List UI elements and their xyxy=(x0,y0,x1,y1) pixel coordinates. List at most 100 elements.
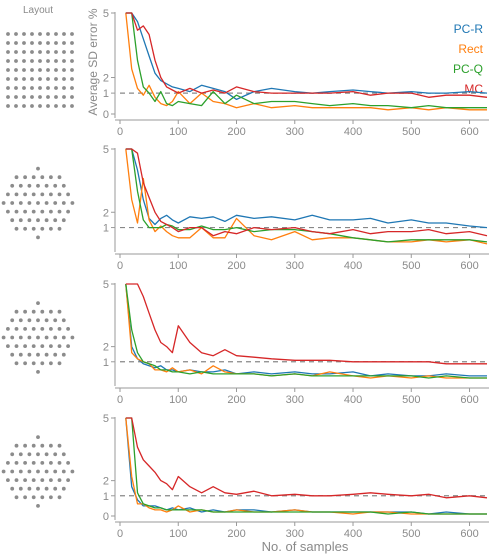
layout-point xyxy=(27,183,32,188)
layout-point xyxy=(49,478,53,482)
layout-diagram-circular-hex xyxy=(1,301,75,374)
series-line-rect xyxy=(125,417,487,515)
layout-point xyxy=(53,452,58,457)
layout-point xyxy=(57,309,62,314)
x-tick-label: 0 xyxy=(117,528,123,540)
layout-point xyxy=(49,192,53,197)
layout-point xyxy=(38,50,42,54)
layout-point xyxy=(61,335,66,340)
layout-point xyxy=(22,68,26,72)
layout-point xyxy=(14,361,19,366)
y-axis-label: Average SD error % xyxy=(86,8,100,115)
x-tick-label: 200 xyxy=(227,126,245,138)
layout-point xyxy=(6,104,10,108)
panel-4: 0 1 2 5 0 100 200 300 400 500 600 xyxy=(103,413,489,540)
y-tick-label: 5 xyxy=(103,279,109,291)
layout-point xyxy=(54,59,58,63)
layout-point xyxy=(22,50,26,54)
layout-point xyxy=(30,86,34,90)
series-line-mc xyxy=(125,148,488,237)
x-tick-label: 200 xyxy=(227,394,245,406)
layout-point xyxy=(62,50,66,54)
y-tick-label: 2 xyxy=(103,73,109,85)
layout-point xyxy=(10,183,15,188)
layout-point xyxy=(22,95,26,99)
x-tick-label: 300 xyxy=(286,528,304,540)
layout-point xyxy=(14,86,18,90)
y-tick-label: 1 xyxy=(103,357,109,369)
layout-point xyxy=(30,59,34,63)
layout-point xyxy=(38,104,42,108)
x-tick-label: 100 xyxy=(169,528,187,540)
layout-point xyxy=(61,452,66,457)
layout-point xyxy=(57,461,62,465)
layout-point xyxy=(10,318,15,323)
layout-point xyxy=(36,504,40,508)
series-line-mc xyxy=(125,12,488,98)
layout-point xyxy=(46,77,50,81)
series-line-pc-q xyxy=(125,148,488,243)
layout-point xyxy=(10,218,15,223)
series-line-rect xyxy=(125,283,487,379)
layout-point xyxy=(40,344,45,348)
y-tick-label: 1 xyxy=(103,223,109,235)
layout-point xyxy=(14,32,18,36)
layout-point xyxy=(31,361,36,366)
layout-point xyxy=(10,352,15,357)
layout-point xyxy=(46,95,50,99)
layout-point xyxy=(36,166,40,171)
layout-point xyxy=(10,486,15,491)
layout-point xyxy=(18,452,23,457)
series-line-pc-r xyxy=(125,417,487,515)
layout-point xyxy=(14,309,19,314)
layout-point xyxy=(46,104,50,108)
x-tick-label: 500 xyxy=(402,260,420,272)
layout-point xyxy=(23,209,27,214)
y-tick-label: 2 xyxy=(103,342,109,354)
layout-point xyxy=(6,344,10,348)
layout-point xyxy=(14,95,18,99)
layout-point xyxy=(22,77,26,81)
layout-point xyxy=(40,327,45,331)
layout-point xyxy=(40,361,45,366)
layout-point xyxy=(14,443,19,448)
layout-point xyxy=(53,486,58,491)
y-tick-label: 5 xyxy=(103,8,109,20)
layout-column-label: Layout xyxy=(23,5,53,16)
layout-point xyxy=(53,469,58,474)
layout-point xyxy=(18,218,23,223)
layout-point xyxy=(23,461,27,465)
layout-point xyxy=(54,95,58,99)
layout-point xyxy=(23,478,27,482)
legend-entry-pc-r: PC-R xyxy=(454,22,484,36)
x-tick-label: 300 xyxy=(286,394,304,406)
layout-point xyxy=(40,478,45,482)
layout-point xyxy=(31,443,36,448)
layout-point xyxy=(44,352,49,357)
layout-point xyxy=(62,86,66,90)
layout-point xyxy=(27,218,32,223)
layout-point xyxy=(14,226,19,231)
layout-point xyxy=(49,461,53,465)
layout-point xyxy=(14,59,18,63)
layout-point xyxy=(30,77,34,81)
layout-point xyxy=(40,192,45,197)
layout-point xyxy=(10,201,15,205)
layout-point xyxy=(54,68,58,72)
layout-point xyxy=(1,335,6,340)
layout-point xyxy=(6,327,10,331)
layout-point xyxy=(46,68,50,72)
layout-point xyxy=(61,201,66,205)
layout-point xyxy=(61,352,66,357)
layout-point xyxy=(31,192,36,197)
layout-point xyxy=(6,68,10,72)
layout-point xyxy=(30,50,34,54)
x-tick-label: 200 xyxy=(227,528,245,540)
layout-point xyxy=(31,327,36,331)
layout-point xyxy=(6,478,10,482)
layout-point xyxy=(57,327,62,331)
layout-point xyxy=(18,318,23,323)
layout-point xyxy=(36,235,40,240)
layout-point xyxy=(57,226,62,231)
layout-point xyxy=(44,183,49,188)
